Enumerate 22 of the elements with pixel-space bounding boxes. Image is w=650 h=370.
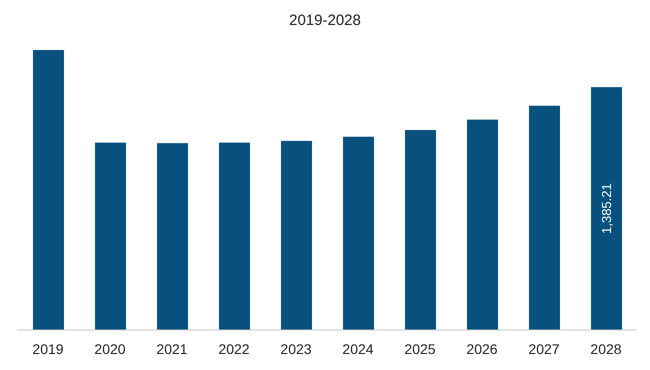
bar [219,142,250,330]
x-tick-label: 2028 [590,340,622,357]
x-tick-label: 2024 [342,340,374,357]
bar [95,142,126,330]
bar [343,136,374,330]
x-tick-label: 2023 [280,340,312,357]
x-tick-label: 2022 [218,340,250,357]
x-tick-label: 2019 [32,340,64,357]
bar [467,120,498,330]
bar [405,130,436,330]
x-tick-label: 2021 [156,340,188,357]
x-tick-label: 2027 [528,340,560,357]
x-tick-label: 2020 [94,340,126,357]
bar [591,87,622,330]
x-tick-label: 2026 [466,340,498,357]
bar [281,140,312,330]
bar [529,106,560,330]
bar [157,143,188,330]
bar [33,50,64,330]
x-tick-label: 2025 [404,340,436,357]
data-label: 1,385.21 [599,183,614,234]
chart-title: 2019-2028 [288,12,362,29]
